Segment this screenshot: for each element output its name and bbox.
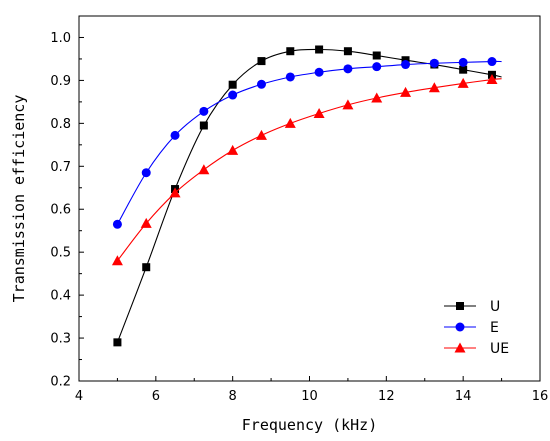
series-u-point (199, 121, 208, 130)
series-ue-line (116, 78, 502, 262)
series-e-point (228, 90, 238, 100)
series-e-point (256, 79, 266, 89)
series-ue-point (169, 187, 181, 198)
x-tick-label: 10 (301, 389, 318, 404)
x-tick-label: 16 (532, 389, 549, 404)
legend-label-u: U (490, 299, 500, 315)
series-e-point (170, 130, 180, 140)
series-e-point (112, 219, 122, 229)
series-ue-point (313, 107, 325, 118)
series-layer (111, 45, 502, 347)
x-axis-title: Frequency (kHz) (242, 416, 377, 434)
series-ue-point (400, 86, 412, 97)
x-tick-label: 8 (229, 389, 237, 404)
series-e-point (458, 57, 468, 67)
x-tick-label: 4 (75, 389, 83, 404)
series-ue-point (457, 77, 469, 88)
series-ue-point (371, 92, 383, 103)
series-u-point (257, 57, 266, 66)
legend-marker-ue (454, 342, 466, 353)
y-tick-label: 1.0 (50, 31, 71, 46)
legend: UE UE (444, 299, 509, 357)
series-e-point (401, 60, 411, 70)
legend-marker-e (455, 322, 465, 332)
x-tick-label: 12 (378, 389, 395, 404)
series-ue-point (111, 255, 123, 266)
legend-marker-u (456, 302, 464, 310)
series-ue-point (284, 117, 296, 128)
series-ue (111, 74, 502, 266)
series-u-point (142, 263, 151, 272)
y-tick-label: 0.8 (50, 117, 71, 132)
legend-label-ue: UE (490, 341, 509, 357)
y-axis-title: Transmission efficiency (10, 95, 28, 303)
x-tick-label: 14 (455, 389, 472, 404)
series-ue-point (486, 74, 498, 85)
series-e-point (199, 106, 209, 116)
series-e-point (141, 168, 151, 178)
series-ue-point (255, 129, 267, 140)
series-ue-point (342, 99, 354, 110)
y-tick-label: 0.7 (50, 160, 71, 175)
series-ue-point (227, 144, 239, 155)
y-tick-label: 0.2 (50, 375, 71, 390)
series-u-point (286, 47, 295, 56)
series-ue-point (428, 82, 440, 93)
series-e-point (372, 62, 382, 72)
series-e-point (343, 64, 353, 74)
y-tick-label: 0.6 (50, 203, 71, 218)
y-tick-label: 0.5 (50, 246, 71, 261)
series-u-point (113, 338, 122, 347)
series-u-point (343, 47, 352, 56)
series-e (112, 57, 502, 229)
series-e-point (487, 57, 497, 67)
series-u-point (372, 51, 381, 60)
x-tick-label: 6 (152, 389, 160, 404)
series-u-point (315, 45, 324, 54)
series-e-point (314, 67, 324, 77)
y-tick-label: 0.3 (50, 332, 71, 347)
legend-label-e: E (490, 320, 499, 336)
series-e-point (429, 58, 439, 68)
series-ue-point (198, 164, 210, 175)
y-tick-label: 0.9 (50, 74, 71, 89)
series-ue-point (140, 217, 152, 228)
series-u-point (228, 80, 237, 89)
y-axis: 0.2 0.3 0.4 0.5 0.6 0.7 0.8 0.9 1.0 (50, 31, 84, 390)
series-u-point (459, 65, 468, 74)
series-e-point (285, 72, 295, 82)
x-axis: 4 6 8 10 12 14 16 (75, 376, 548, 404)
y-tick-label: 0.4 (50, 289, 71, 304)
